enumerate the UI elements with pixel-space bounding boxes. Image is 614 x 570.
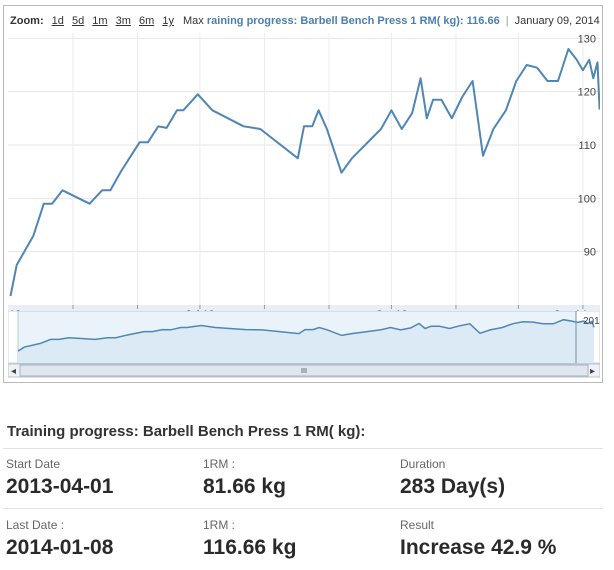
last-1rm-cell: 1RM : 116.66 kg — [203, 518, 296, 560]
data-point — [297, 157, 299, 159]
stat-value: 81.66 kg — [203, 475, 286, 498]
data-point — [492, 128, 494, 130]
readout-separator: | — [505, 15, 509, 27]
chart-toolbar: Zoom: 1d 5d 1m 3m 6m 1y Max raining prog… — [10, 15, 600, 27]
data-point — [526, 64, 528, 66]
data-point — [426, 117, 428, 119]
stat-label: Duration — [400, 457, 446, 471]
result-cell: Result Increase 42.9 % — [400, 518, 556, 560]
data-point — [588, 58, 590, 60]
zoom-3m-button[interactable]: 3m — [115, 15, 131, 27]
stat-label: Last Date : — [6, 518, 65, 532]
data-point — [138, 141, 140, 143]
data-point — [88, 202, 90, 204]
data-point — [259, 128, 261, 130]
data-point — [546, 80, 548, 82]
data-point — [340, 172, 342, 174]
data-point — [120, 170, 122, 172]
zoom-5d-button[interactable]: 5d — [71, 15, 85, 27]
data-point — [109, 189, 111, 191]
stat-label: 1RM : — [203, 518, 236, 532]
stat-value: 283 Day(s) — [400, 475, 506, 498]
main-plot[interactable]: 9010011012013013Jul 13Oct 13Jan 14 — [8, 33, 600, 323]
data-point — [32, 234, 34, 236]
series-line — [9, 48, 600, 297]
data-point — [461, 96, 463, 98]
data-point — [592, 77, 594, 79]
stat-value: Increase 42.9 % — [400, 536, 557, 559]
data-point — [311, 125, 313, 127]
zoom-1y-button[interactable]: 1y — [162, 15, 174, 27]
data-point — [582, 69, 584, 71]
data-point — [596, 61, 598, 63]
data-point — [61, 189, 63, 191]
data-point — [157, 125, 159, 127]
stat-label: 1RM : — [203, 457, 236, 471]
start-date-cell: Start Date 2013-04-01 — [6, 457, 113, 499]
data-point — [165, 127, 167, 129]
data-point — [557, 80, 559, 82]
data-point — [182, 109, 184, 111]
date-readout: January 09, 2014 — [514, 15, 600, 27]
data-point — [471, 80, 473, 82]
y-tick-label: 130 — [578, 33, 596, 45]
data-point — [303, 125, 305, 127]
stat-value: 2013-04-01 — [6, 475, 114, 498]
data-point — [51, 202, 53, 204]
last-date-cell: Last Date : 2014-01-08 — [6, 518, 113, 560]
data-point — [101, 189, 103, 191]
scroll-right-icon: ▸ — [590, 366, 595, 377]
data-point — [401, 128, 403, 130]
data-point — [9, 295, 11, 297]
data-point — [432, 98, 434, 100]
data-point — [482, 154, 484, 156]
data-point — [16, 264, 18, 266]
stat-label: Start Date — [6, 457, 61, 471]
navigator[interactable]: 2014 ◂ ▸ — [8, 311, 600, 383]
data-point — [211, 109, 213, 111]
zoom-1d-button[interactable]: 1d — [51, 15, 64, 27]
zoom-max-button[interactable]: Max — [183, 15, 204, 27]
data-point — [197, 93, 199, 95]
divider — [3, 508, 603, 509]
data-point — [536, 66, 538, 68]
start-1rm-cell: 1RM : 81.66 kg — [203, 457, 286, 499]
data-point — [43, 202, 45, 204]
zoom-6m-button[interactable]: 6m — [138, 15, 155, 27]
data-point — [411, 112, 413, 114]
data-point — [351, 157, 353, 159]
y-tick-label: 110 — [578, 140, 596, 152]
data-point — [419, 77, 421, 79]
zoom-1m-button[interactable]: 1m — [92, 15, 108, 27]
stock-chart: Zoom: 1d 5d 1m 3m 6m 1y Max raining prog… — [3, 5, 603, 383]
data-point — [326, 128, 328, 130]
zoom-label: Zoom: — [10, 15, 44, 27]
value-readout: raining progress: Barbell Bench Press 1 … — [206, 15, 500, 27]
data-point — [242, 125, 244, 127]
stat-value: 116.66 kg — [203, 536, 297, 559]
navigator-line — [17, 318, 595, 352]
data-point — [567, 48, 569, 50]
data-point — [390, 109, 392, 111]
stat-value: 2014-01-08 — [6, 536, 114, 559]
data-point — [451, 117, 453, 119]
data-point — [515, 80, 517, 82]
stat-label: Result — [400, 518, 435, 532]
data-point — [147, 141, 149, 143]
y-tick-label: 100 — [578, 193, 596, 205]
data-point — [440, 98, 442, 100]
navigator-area — [18, 319, 594, 363]
data-point — [380, 128, 382, 130]
stats-title: Training progress: Barbell Bench Press 1… — [7, 423, 366, 440]
divider — [3, 448, 603, 449]
scroll-left-icon: ◂ — [11, 366, 16, 377]
data-point — [505, 109, 507, 111]
navigator-year-label: 2014 — [583, 316, 600, 327]
data-point — [176, 109, 178, 111]
y-tick-label: 90 — [584, 247, 596, 259]
data-point — [317, 109, 319, 111]
y-tick-label: 120 — [578, 87, 596, 99]
duration-cell: Duration 283 Day(s) — [400, 457, 505, 499]
data-point — [575, 58, 577, 60]
